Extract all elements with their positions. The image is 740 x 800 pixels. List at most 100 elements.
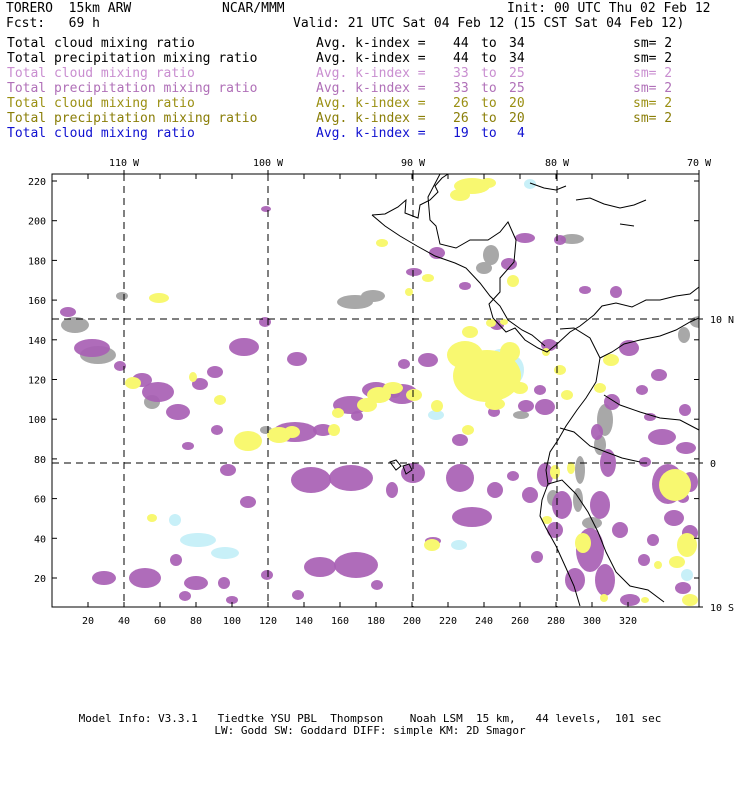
purple-cloud-patch — [226, 596, 238, 604]
x-grid-index-label: 240 — [475, 616, 493, 627]
purple-cloud-patch — [114, 361, 126, 371]
purple-cloud-patch — [371, 580, 383, 590]
purple-cloud-patch — [534, 385, 546, 395]
yellow-cloud-patch — [594, 383, 606, 393]
gray-cloud-patch — [573, 488, 583, 512]
purple-cloud-patch — [313, 424, 333, 436]
forecast-hour: Fcst: 69 h — [6, 16, 100, 31]
legend-kindex-to-word: to — [481, 66, 497, 81]
gray-cloud-patch — [476, 262, 492, 274]
y-grid-index-label: 20 — [34, 574, 46, 585]
legend-kindex-label: Avg. k-index = — [316, 111, 426, 126]
coastline — [402, 463, 413, 475]
init-time: Init: 00 UTC Thu 02 Feb 12 — [507, 1, 711, 16]
x-grid-index-label: 280 — [547, 616, 565, 627]
purple-cloud-patch — [638, 554, 650, 566]
legend-kindex-label: Avg. k-index = — [316, 36, 426, 51]
yellow-cloud-patch — [550, 465, 560, 479]
coastline — [389, 459, 402, 471]
light-cyan-patch — [169, 514, 181, 526]
yellow-cloud-patch — [600, 594, 608, 602]
purple-cloud-patch — [291, 467, 331, 493]
y-grid-index-label: 180 — [28, 256, 46, 267]
y-grid-index-label: 80 — [34, 455, 46, 466]
legend-kindex-from: 33 — [453, 66, 469, 81]
gray-cloud-patch — [61, 317, 89, 333]
coastlines — [371, 174, 699, 607]
model-info-line1: Model Info: V3.3.1 Tiedtke YSU PBL Thomp… — [78, 712, 662, 725]
purple-cloud-patch — [429, 247, 445, 259]
purple-cloud-patch — [170, 554, 182, 566]
yellow-cloud-patch — [500, 342, 520, 362]
yellow-cloud-patch — [147, 514, 157, 522]
longitude-label: 90 W — [401, 158, 426, 169]
light-cyan-patch — [524, 179, 536, 189]
yellow-cloud-patch — [462, 425, 474, 435]
legend-kindex-to: 25 — [509, 81, 525, 96]
x-grid-index-label: 260 — [511, 616, 529, 627]
yellow-cloud-patch — [406, 389, 422, 401]
y-grid-index-label: 120 — [28, 376, 46, 387]
legend-field-name: Total cloud mixing ratio — [7, 126, 195, 141]
purple-cloud-patch — [452, 507, 492, 527]
y-grid-index-label: 140 — [28, 336, 46, 347]
yellow-cloud-patch — [332, 408, 344, 418]
legend-kindex-to-word: to — [481, 51, 497, 66]
y-grid-index-label: 220 — [28, 177, 46, 188]
yellow-cloud-patch — [431, 400, 443, 412]
legend-kindex-from: 26 — [453, 111, 469, 126]
gray-cloud-patch — [582, 517, 602, 529]
purple-cloud-patch — [207, 366, 223, 378]
purple-cloud-patch — [515, 233, 535, 243]
purple-cloud-patch — [675, 582, 691, 594]
purple-cloud-patch — [620, 594, 640, 606]
legend-field-name: Total cloud mixing ratio — [7, 96, 195, 111]
purple-cloud-patch — [240, 496, 256, 508]
light-cyan-patch — [211, 547, 239, 559]
legend-field-name: Total precipitation mixing ratio — [7, 81, 258, 96]
legend-kindex-to-word: to — [481, 111, 497, 126]
y-grid-index-label: 100 — [28, 415, 46, 426]
coastline — [603, 394, 699, 431]
weather-map: 110 W 100 W 90 W 80 W 70 W 10 N 0 10 S 220 200 180… — [28, 158, 734, 627]
yellow-cloud-patch — [480, 178, 496, 188]
purple-cloud-patch — [590, 491, 610, 519]
legend-kindex-to: 20 — [509, 111, 525, 126]
gray-cloud-patch — [575, 456, 585, 484]
latitude-label: 10 S — [710, 603, 734, 614]
yellow-cloud-patch — [422, 274, 434, 282]
purple-cloud-patch — [192, 378, 208, 390]
model-info-line2: LW: Godd SW: Goddard DIFF: simple KM: 2D… — [214, 724, 526, 737]
x-grid-index-label: 140 — [295, 616, 313, 627]
yellow-cloud-patch — [424, 539, 440, 551]
x-grid-index-label: 20 — [82, 616, 94, 627]
purple-cloud-patch — [182, 442, 194, 450]
legend-row: Total cloud mixing ratio Avg. k-index = 19… — [7, 126, 727, 141]
yellow-cloud-patch — [405, 288, 413, 296]
yellow-cloud-patch — [500, 319, 508, 325]
legend-kindex-to-word: to — [481, 36, 497, 51]
legend-kindex-to-word: to — [481, 96, 497, 111]
legend-kindex-to: 20 — [509, 96, 525, 111]
yellow-cloud-patch — [575, 533, 591, 553]
light-cyan-patch — [451, 540, 467, 550]
purple-cloud-patch — [229, 338, 259, 356]
purple-cloud-patch — [401, 463, 425, 483]
light-cyan-patch — [180, 533, 216, 547]
yellow-cloud-patch — [641, 597, 649, 603]
legend-row: Total precipitation mixing ratio Avg. k-i… — [7, 81, 727, 96]
legend-kindex-from: 44 — [453, 51, 469, 66]
yellow-cloud-patch — [669, 556, 685, 568]
yellow-cloud-patch — [447, 341, 483, 369]
legend-kindex-to-word: to — [481, 126, 497, 141]
light-cyan-patch — [428, 410, 444, 420]
gray-cloud-patch — [513, 411, 529, 419]
purple-cloud-patch — [535, 399, 555, 415]
x-grid-index-label: 100 — [223, 616, 241, 627]
x-grid-index-label: 80 — [190, 616, 202, 627]
purple-cloud-patch — [651, 369, 667, 381]
legend-field-name: Total cloud mixing ratio — [7, 36, 195, 51]
purple-cloud-patch — [92, 571, 116, 585]
gray-cloud-patch — [116, 292, 128, 300]
legend-kindex-to: 4 — [517, 126, 525, 141]
